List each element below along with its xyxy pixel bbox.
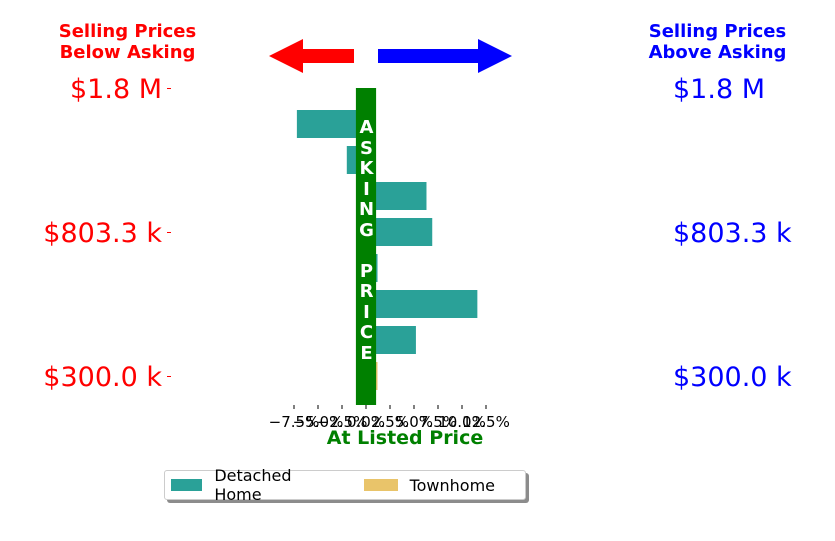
asking-letter: A [359,117,374,138]
header-left-line1: Selling Prices [58,21,197,42]
bar-detached-home [296,110,366,138]
asking-letter: N [358,199,375,220]
bar-detached-home [366,290,478,318]
asking-letter: I [363,301,370,323]
header-above-asking: Selling Prices Above Asking [630,21,805,63]
header-right-line1: Selling Prices [648,21,787,42]
x-axis-label: At Listed Price [326,427,484,449]
price-left-mid: $803.3 k [43,218,162,249]
legend: Detached Home Townhome [164,466,526,504]
y-tick-mark-bottom [167,376,171,377]
x-tick-label: 12.5% [462,413,510,431]
legend-label-detached: Detached Home [214,466,292,504]
price-left-top: $1.8 M [70,74,162,105]
asking-letter [342,241,391,262]
bar-detached-home [366,218,433,246]
x-axis-ticks [293,405,487,409]
price-right-bottom: $300.0 k [673,362,792,393]
price-left-bottom: $300.0 k [43,362,162,393]
legend-swatch-townhome [363,479,398,491]
asking-letter: C [359,322,374,343]
direction-arrows [269,39,512,73]
asking-price-band [355,88,377,405]
right-blue-arrow [378,39,512,73]
asking-letter: K [359,158,374,179]
header-right-line2: Above Asking [648,42,787,63]
left-red-arrow [269,39,354,73]
x-tick-label: −2.5% [316,413,368,431]
asking-price-label: A S K I N G P R I C E [342,117,391,364]
legend-item-detached: Detached Home [171,466,334,504]
legend-item-townhome: Townhome [363,475,495,495]
y-tick-mark-mid [167,232,171,233]
asking-letter: E [360,342,373,364]
legend-label-townhome: Townhome [409,475,495,495]
asking-letter: G [359,219,374,241]
asking-letter: S [360,137,373,159]
x-tick-label: 2.5% [370,413,410,431]
x-tick-label: −5.0% [292,413,344,431]
x-tick-label: 5.0% [394,413,434,431]
header-below-asking: Selling Prices Below Asking [40,21,215,63]
legend-swatch-detached [171,479,203,491]
header-left-line2: Below Asking [59,42,196,63]
x-tick-label: −7.5% [268,413,320,431]
price-right-top: $1.8 M [673,74,765,105]
x-tick-label: 0.0% [346,413,386,431]
asking-letter: I [363,178,370,200]
x-tick-label: 7.5% [418,413,458,431]
y-tick-mark-top [167,88,171,89]
x-tick-label: 10.0% [438,413,486,431]
price-right-mid: $803.3 k [673,218,792,249]
asking-letter: R [359,281,374,302]
asking-letter: P [359,260,374,282]
